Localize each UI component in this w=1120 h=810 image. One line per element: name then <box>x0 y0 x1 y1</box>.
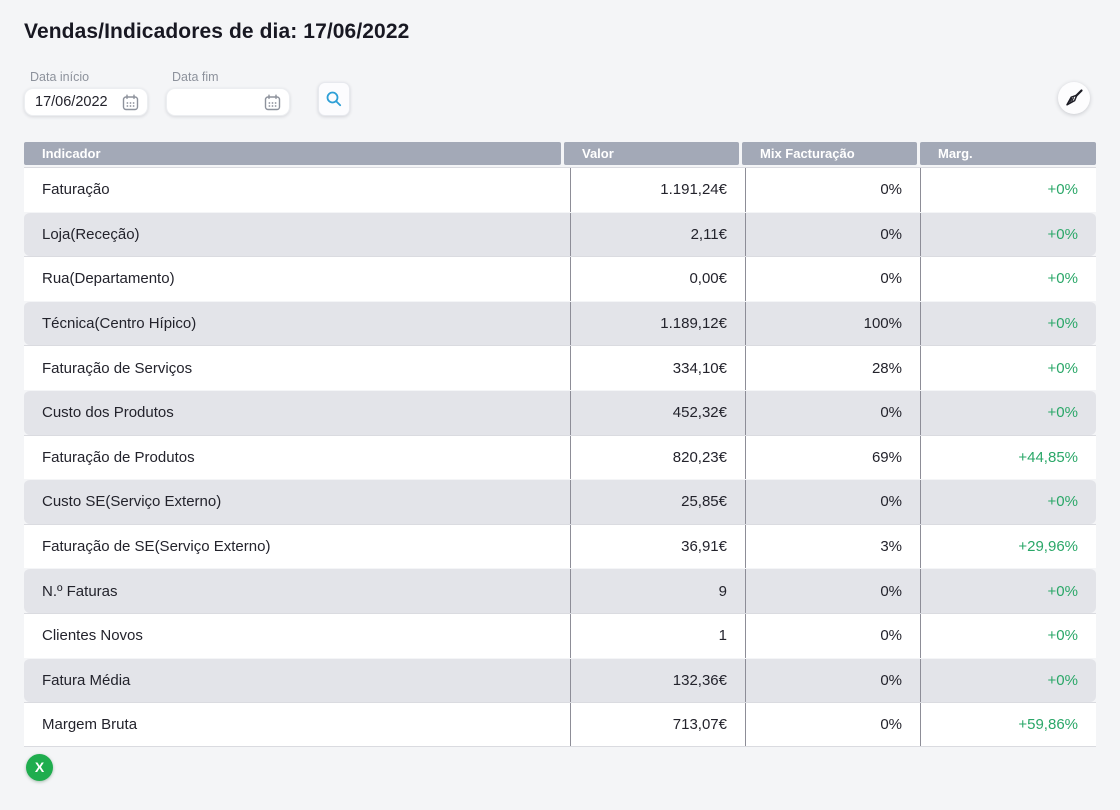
table-row: Rua(Departamento) 0,00€ 0% +0% <box>24 256 1096 301</box>
cell-valor: 36,91€ <box>570 524 745 569</box>
cell-valor: 452,32€ <box>570 390 745 435</box>
cell-indicador: Loja(Receção) <box>42 225 140 243</box>
cell-mix: 0% <box>745 658 920 703</box>
cell-valor: 334,10€ <box>570 346 745 390</box>
cell-valor: 1 <box>570 613 745 658</box>
cell-mix: 0% <box>745 168 920 212</box>
cell-mix: 0% <box>745 569 920 613</box>
start-date-input[interactable]: 17/06/2022 <box>24 88 148 116</box>
cell-indicador: Técnica(Centro Hípico) <box>42 315 197 333</box>
cell-valor: 1.189,12€ <box>570 301 745 346</box>
end-date-group: Data fim <box>166 70 290 116</box>
table-row: Margem Bruta 713,07€ 0% +59,86% <box>24 702 1096 747</box>
cell-indicador: N.º Faturas <box>42 582 118 600</box>
table-row: Faturação de Produtos 820,23€ 69% +44,85… <box>24 434 1096 480</box>
search-button[interactable] <box>318 82 350 116</box>
page-title: Vendas/Indicadores de dia: 17/06/2022 <box>24 20 410 43</box>
cell-valor: 25,85€ <box>570 480 745 524</box>
end-date-input[interactable] <box>166 88 290 116</box>
cell-valor: 2,11€ <box>570 212 745 257</box>
cell-indicador: Faturação de SE(Serviço Externo) <box>42 538 271 556</box>
cell-mix: 3% <box>745 524 920 569</box>
calendar-icon[interactable] <box>264 94 281 111</box>
table-row: Fatura Média 132,36€ 0% +0% <box>24 657 1096 703</box>
cell-mix: 0% <box>745 613 920 658</box>
clear-filters-button[interactable] <box>1058 82 1090 114</box>
cell-marg: +0% <box>920 569 1096 613</box>
column-header-marg: Marg. <box>920 142 1096 165</box>
column-header-valor: Valor <box>564 142 739 165</box>
start-date-value: 17/06/2022 <box>35 94 108 110</box>
cell-indicador: Rua(Departamento) <box>42 270 175 288</box>
table-row: Custo SE(Serviço Externo) 25,85€ 0% +0% <box>24 479 1096 524</box>
cell-mix: 28% <box>745 346 920 390</box>
cell-valor: 1.191,24€ <box>570 168 745 212</box>
start-date-label: Data início <box>30 70 90 84</box>
cell-indicador: Custo SE(Serviço Externo) <box>42 493 222 511</box>
cell-marg: +0% <box>920 613 1096 658</box>
cell-valor: 820,23€ <box>570 435 745 480</box>
cell-marg: +59,86% <box>920 703 1096 746</box>
sales-indicators-page: Vendas/Indicadores de dia: 17/06/2022 Da… <box>24 20 1096 781</box>
column-header-mix: Mix Facturação <box>742 142 917 165</box>
cell-indicador: Faturação <box>42 181 110 199</box>
table-row: Faturação de Serviços 334,10€ 28% +0% <box>24 345 1096 390</box>
cell-marg: +0% <box>920 480 1096 524</box>
cell-marg: +44,85% <box>920 435 1096 480</box>
cell-marg: +0% <box>920 168 1096 212</box>
cell-indicador: Faturação de Serviços <box>42 359 193 377</box>
table-row: N.º Faturas 9 0% +0% <box>24 568 1096 613</box>
table-row: Técnica(Centro Hípico) 1.189,12€ 100% +0… <box>24 300 1096 346</box>
cell-mix: 0% <box>745 390 920 435</box>
export-excel-button[interactable]: X <box>26 753 53 781</box>
cell-valor: 132,36€ <box>570 658 745 703</box>
cell-mix: 0% <box>745 703 920 746</box>
cell-marg: +0% <box>920 212 1096 257</box>
cell-marg: +29,96% <box>920 524 1096 569</box>
cell-marg: +0% <box>920 390 1096 435</box>
cell-indicador: Faturação de Produtos <box>42 448 195 466</box>
calendar-icon[interactable] <box>122 94 139 111</box>
cell-marg: +0% <box>920 257 1096 301</box>
cell-valor: 9 <box>570 569 745 613</box>
cell-mix: 100% <box>745 301 920 346</box>
cell-mix: 0% <box>745 212 920 257</box>
end-date-label: Data fim <box>172 70 219 84</box>
search-icon <box>325 90 343 108</box>
cell-marg: +0% <box>920 301 1096 346</box>
cell-marg: +0% <box>920 346 1096 390</box>
column-header-indicador: Indicador <box>24 142 561 165</box>
table-row: Clientes Novos 1 0% +0% <box>24 612 1096 658</box>
cell-valor: 713,07€ <box>570 703 745 746</box>
cell-mix: 0% <box>745 257 920 301</box>
cell-indicador: Clientes Novos <box>42 627 143 645</box>
cell-valor: 0,00€ <box>570 257 745 301</box>
table-row: Loja(Receção) 2,11€ 0% +0% <box>24 211 1096 257</box>
cell-indicador: Custo dos Produtos <box>42 404 174 422</box>
table-row: Faturação de SE(Serviço Externo) 36,91€ … <box>24 523 1096 569</box>
cell-mix: 69% <box>745 435 920 480</box>
cell-indicador: Margem Bruta <box>42 715 138 733</box>
table-body: Faturação 1.191,24€ 0% +0% Loja(Receção)… <box>24 167 1096 747</box>
filter-bar: Data início 17/06/2022 Data fim <box>24 68 1096 116</box>
start-date-group: Data início 17/06/2022 <box>24 70 148 116</box>
cell-mix: 0% <box>745 480 920 524</box>
table-header-row: Indicador Valor Mix Facturação Marg. <box>24 142 1096 165</box>
broom-icon <box>1064 88 1084 108</box>
table-row: Custo dos Produtos 452,32€ 0% +0% <box>24 389 1096 435</box>
indicators-table: Indicador Valor Mix Facturação Marg. Fat… <box>24 142 1096 747</box>
table-row: Faturação 1.191,24€ 0% +0% <box>24 167 1096 212</box>
cell-marg: +0% <box>920 658 1096 703</box>
cell-indicador: Fatura Média <box>42 671 131 689</box>
